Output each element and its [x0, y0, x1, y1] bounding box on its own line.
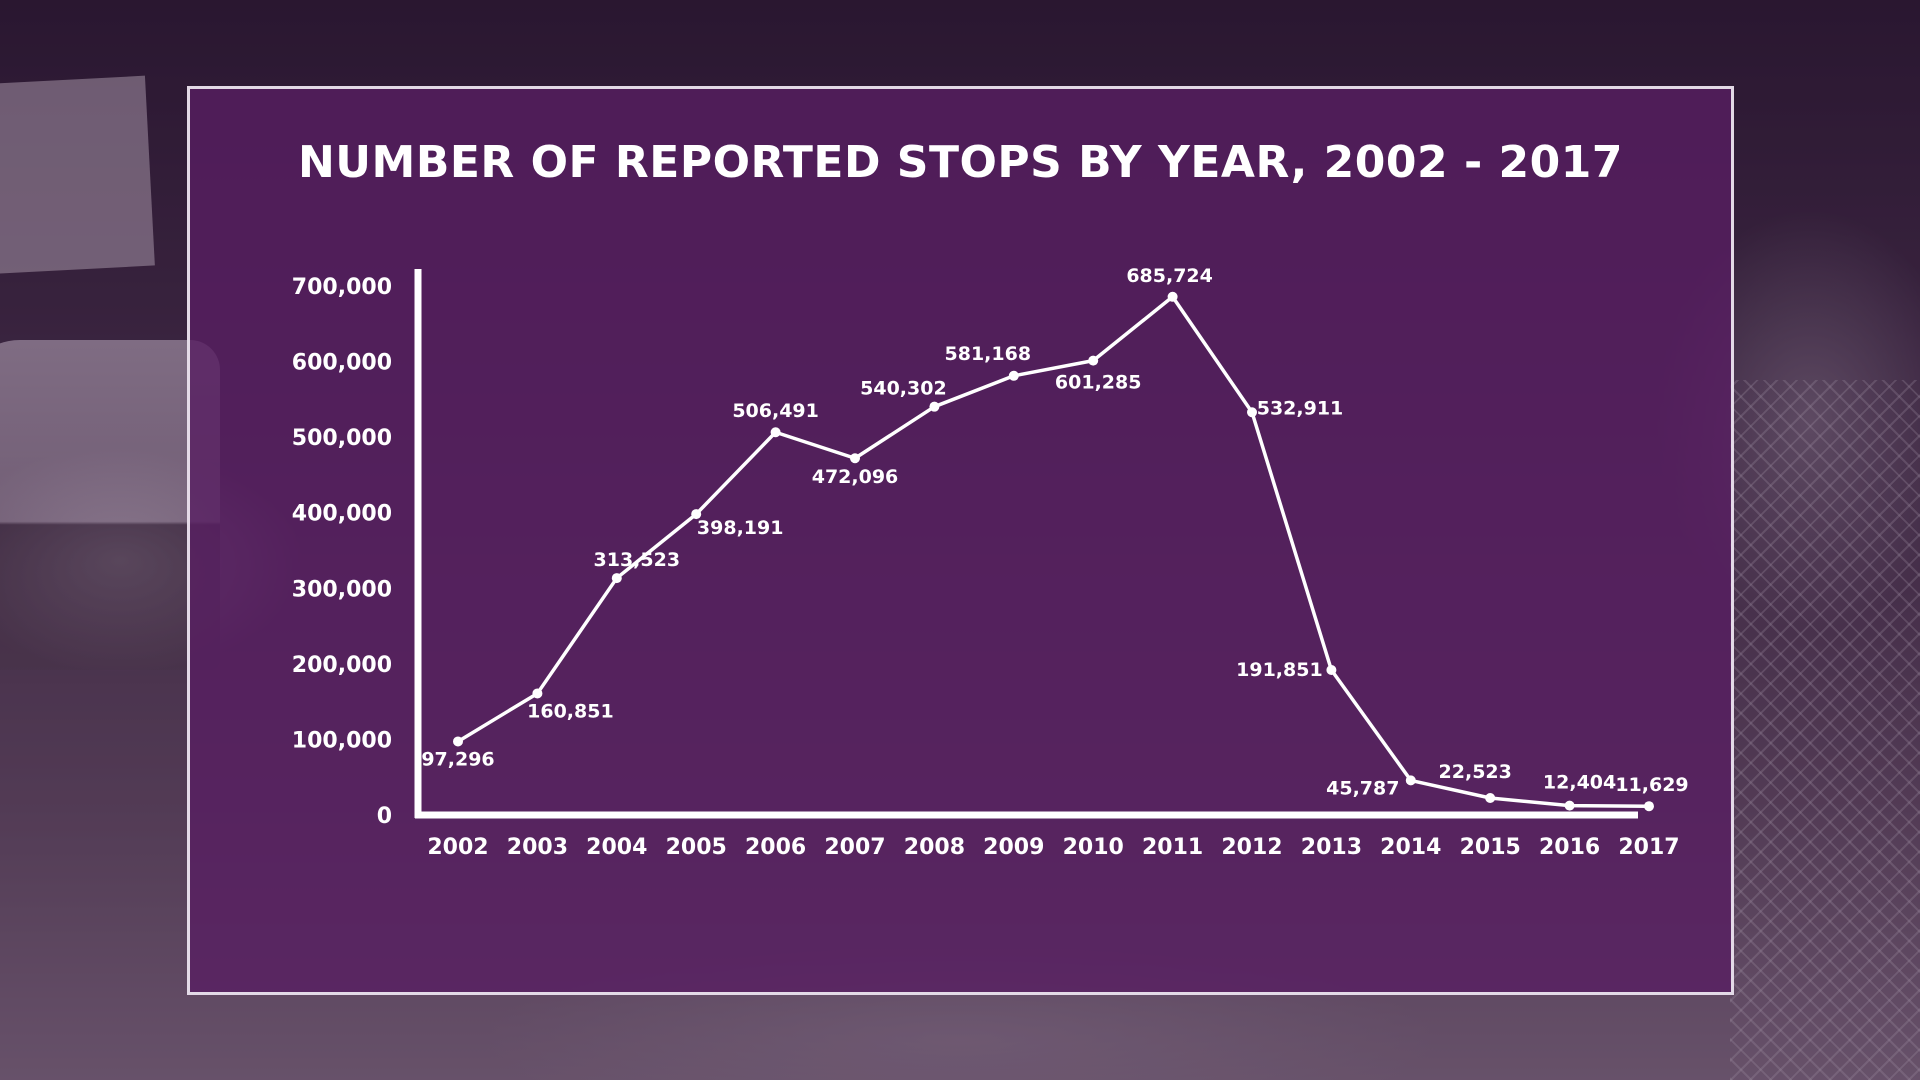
- background-fence: [1730, 380, 1920, 1080]
- series-line: [456, 295, 1651, 808]
- y-tick-label: 300,000: [292, 577, 392, 602]
- x-tick-label: 2005: [666, 835, 727, 860]
- x-tick-label: 2017: [1618, 835, 1679, 860]
- data-label: 45,787: [1326, 777, 1399, 799]
- data-point: [453, 736, 463, 747]
- x-tick-label: 2012: [1221, 835, 1282, 860]
- data-point: [611, 573, 622, 584]
- line-chart: 0 100,000 200,000 300,000 400,000 500,000 600,…: [292, 265, 1689, 860]
- x-tick-label: 2008: [904, 835, 965, 860]
- data-point: [1167, 291, 1178, 302]
- x-tick-label: 2011: [1142, 835, 1203, 860]
- data-point: [850, 453, 860, 464]
- data-label: 12,404: [1543, 772, 1616, 794]
- data-label: 22,523: [1439, 761, 1512, 783]
- background-police-car: [0, 340, 220, 670]
- data-label: 685,724: [1126, 265, 1213, 287]
- x-tick-label: 2002: [427, 835, 488, 860]
- x-tick-label: 2009: [983, 835, 1044, 860]
- y-tick-label: 700,000: [292, 275, 392, 300]
- y-tick-label: 100,000: [292, 728, 392, 753]
- data-label: 472,096: [812, 466, 899, 488]
- y-tick-label: 400,000: [292, 502, 392, 527]
- data-label: 506,491: [732, 400, 819, 422]
- data-point: [929, 401, 940, 412]
- x-tick-label: 2015: [1460, 835, 1521, 860]
- data-label: 601,285: [1055, 372, 1142, 394]
- data-point: [1088, 355, 1099, 366]
- data-point: [1008, 370, 1019, 381]
- x-tick-label: 2013: [1301, 835, 1362, 860]
- x-tick-label: 2007: [824, 835, 885, 860]
- data-label: 97,296: [421, 748, 494, 770]
- x-tick-label: 2004: [586, 835, 647, 860]
- data-label: 191,851: [1236, 659, 1323, 681]
- chart-panel: NUMBER OF REPORTED STOPS BY YEAR, 2002 -…: [187, 86, 1734, 995]
- x-tick-label: 2006: [745, 835, 806, 860]
- data-point: [1644, 801, 1654, 812]
- data-label: 540,302: [860, 378, 947, 400]
- data-label: 532,911: [1257, 397, 1344, 419]
- data-label: 11,629: [1615, 774, 1688, 796]
- x-tick-label: 2003: [507, 835, 568, 860]
- data-point: [691, 509, 702, 520]
- data-label: 398,191: [697, 517, 784, 539]
- data-point: [1564, 800, 1575, 811]
- data-point: [1247, 407, 1257, 418]
- data-point: [1405, 775, 1416, 786]
- data-label: 313,523: [594, 549, 681, 571]
- chart-title: NUMBER OF REPORTED STOPS BY YEAR, 2002 -…: [297, 137, 1623, 188]
- y-tick-label: 600,000: [292, 351, 392, 376]
- x-tick-label: 2014: [1380, 835, 1441, 860]
- data-label: 160,851: [527, 700, 614, 722]
- y-tick-label: 500,000: [292, 426, 392, 451]
- x-tick-label: 2010: [1063, 835, 1124, 860]
- data-point: [1326, 665, 1337, 676]
- x-tick-label: 2016: [1539, 835, 1600, 860]
- data-point: [532, 688, 543, 699]
- data-point: [770, 427, 781, 438]
- data-point: [1485, 792, 1496, 803]
- y-tick-label: 0: [377, 804, 392, 829]
- data-label: 581,168: [945, 343, 1032, 365]
- y-tick-label: 200,000: [292, 653, 392, 678]
